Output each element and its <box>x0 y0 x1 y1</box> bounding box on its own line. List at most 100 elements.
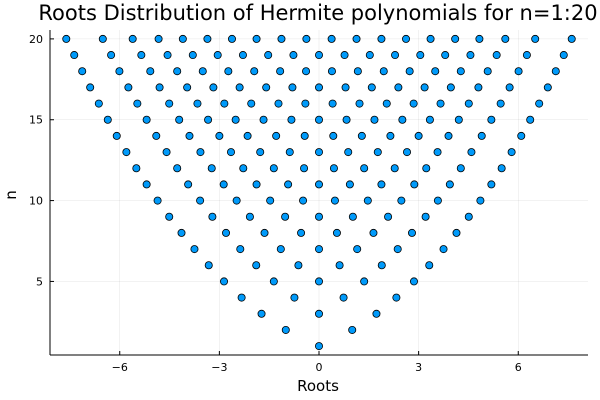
data-point <box>266 196 275 205</box>
data-point <box>226 148 235 157</box>
x-tick-label: 0 <box>316 361 323 374</box>
data-point <box>329 164 338 173</box>
data-point <box>327 67 336 76</box>
data-point <box>243 131 252 140</box>
x-axis-label: Roots <box>297 377 339 395</box>
data-point <box>231 115 240 124</box>
data-point <box>146 67 155 76</box>
data-point <box>531 34 540 43</box>
x-tick-label: 3 <box>415 361 422 374</box>
data-point <box>284 180 293 189</box>
data-point <box>386 131 395 140</box>
data-point <box>466 51 475 60</box>
data-point <box>335 261 344 270</box>
data-point <box>213 51 222 60</box>
data-point <box>142 115 151 124</box>
data-point <box>452 228 461 237</box>
data-point <box>232 196 241 205</box>
data-point <box>410 180 419 189</box>
data-point <box>394 83 403 92</box>
data-point <box>300 164 309 173</box>
data-point <box>314 212 323 221</box>
data-point <box>236 245 245 254</box>
data-point <box>86 83 95 92</box>
data-point <box>330 196 339 205</box>
data-point <box>409 99 418 108</box>
data-point <box>314 180 323 189</box>
y-tick-label: 20 <box>29 33 43 46</box>
data-point <box>227 34 236 43</box>
data-point <box>247 99 256 108</box>
data-point <box>445 180 454 189</box>
x-axis-ticks: −6 −3 0 3 6 <box>112 351 522 374</box>
data-point <box>526 115 535 124</box>
data-point <box>456 67 465 76</box>
data-point <box>288 83 297 92</box>
data-point <box>487 180 496 189</box>
data-point <box>433 196 442 205</box>
data-point <box>132 164 141 173</box>
data-point <box>163 51 172 60</box>
data-point <box>353 245 362 254</box>
data-point <box>436 99 445 108</box>
data-point <box>115 67 124 76</box>
data-point <box>390 164 399 173</box>
data-point <box>122 148 131 157</box>
data-point <box>421 212 430 221</box>
data-point <box>235 83 244 92</box>
data-point <box>285 148 294 157</box>
data-point <box>551 67 560 76</box>
data-point <box>277 34 286 43</box>
data-point <box>124 83 133 92</box>
data-point <box>112 131 121 140</box>
data-point <box>154 34 163 43</box>
data-point <box>370 115 379 124</box>
data-point <box>363 196 372 205</box>
data-point <box>289 51 298 60</box>
data-point <box>184 180 193 189</box>
data-point <box>397 196 406 205</box>
data-point <box>203 34 212 43</box>
data-point <box>264 51 273 60</box>
data-point <box>329 131 338 140</box>
data-point <box>373 148 382 157</box>
data-point <box>107 51 116 60</box>
plot-area: −6 −3 0 3 6 5 10 15 20 <box>29 30 588 374</box>
y-tick-label: 10 <box>29 195 43 208</box>
data-point <box>355 99 364 108</box>
data-point <box>252 261 261 270</box>
data-point <box>281 325 290 334</box>
data-point <box>360 277 369 286</box>
data-point <box>94 99 103 108</box>
data-point <box>372 309 381 318</box>
data-point <box>451 34 460 43</box>
data-point <box>252 180 261 189</box>
data-point <box>369 228 378 237</box>
data-point <box>314 115 323 124</box>
data-point <box>128 34 137 43</box>
data-point <box>441 51 450 60</box>
data-point <box>454 115 463 124</box>
data-point <box>245 212 254 221</box>
data-point <box>492 51 501 60</box>
data-point <box>464 212 473 221</box>
data-point <box>177 228 186 237</box>
data-point <box>414 131 423 140</box>
data-point <box>222 228 231 237</box>
data-point <box>299 196 308 205</box>
data-point <box>475 34 484 43</box>
data-point <box>62 34 71 43</box>
data-point <box>439 245 448 254</box>
data-point <box>237 293 246 302</box>
data-point <box>276 245 285 254</box>
data-point <box>314 342 323 351</box>
data-point <box>407 228 416 237</box>
data-point <box>398 115 407 124</box>
data-point <box>239 164 248 173</box>
data-point <box>422 164 431 173</box>
data-point <box>403 148 412 157</box>
data-point <box>281 212 290 221</box>
data-point <box>220 99 229 108</box>
data-point <box>142 180 151 189</box>
